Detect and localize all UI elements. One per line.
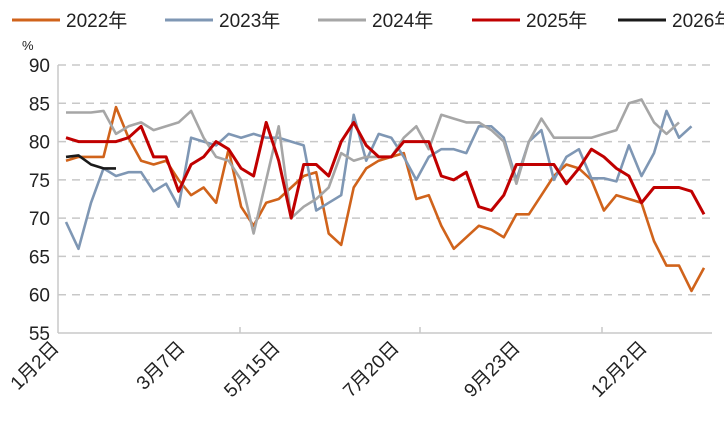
legend-label: 2024年 bbox=[372, 10, 433, 32]
x-tick-label: 3月7日 bbox=[133, 338, 190, 395]
y-axis-unit: % bbox=[22, 38, 34, 53]
legend-label: 2025年 bbox=[526, 10, 587, 32]
y-tick-label: 55 bbox=[29, 324, 50, 345]
legend-label: 2023年 bbox=[219, 10, 280, 32]
series-line-2024年 bbox=[66, 98, 680, 235]
y-tick-label: 85 bbox=[29, 94, 50, 115]
x-tick-label: 12月2日 bbox=[587, 338, 651, 402]
y-tick-label: 80 bbox=[29, 133, 50, 154]
x-tick-label: 5月15日 bbox=[220, 338, 284, 402]
legend-label: 2022年 bbox=[66, 10, 127, 32]
x-tick-label: 1月2日 bbox=[7, 338, 64, 395]
y-tick-label: 90 bbox=[29, 56, 50, 77]
series-line-2025年 bbox=[65, 120, 706, 220]
y-tick-label: 70 bbox=[29, 209, 50, 230]
y-tick-label: 75 bbox=[29, 171, 50, 192]
series-line-2023年 bbox=[64, 109, 693, 251]
x-tick-label: 9月23日 bbox=[460, 338, 524, 402]
legend-label: 2026年 bbox=[672, 10, 724, 32]
y-tick-label: 65 bbox=[29, 247, 50, 268]
y-tick-label: 60 bbox=[29, 286, 50, 307]
x-tick-label: 7月20日 bbox=[339, 338, 403, 402]
series-line-2026年 bbox=[65, 154, 116, 170]
